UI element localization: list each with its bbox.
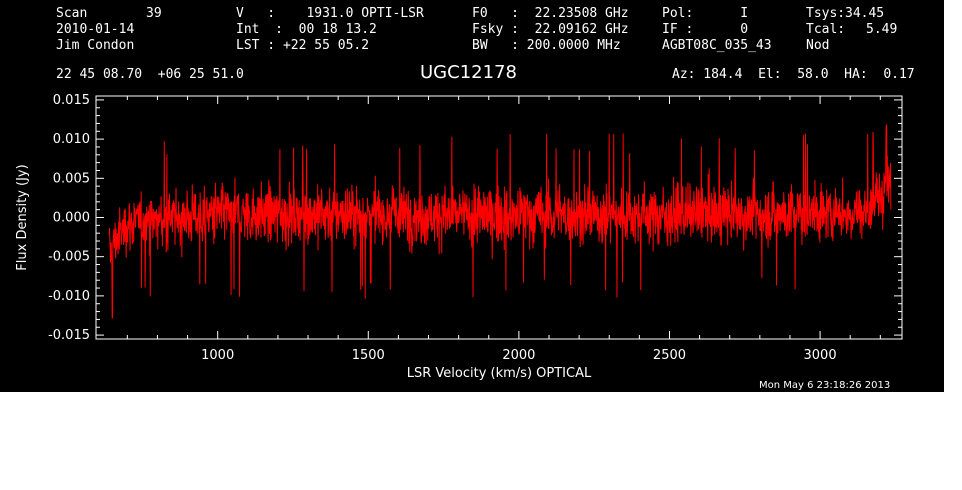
x-axis-label: LSR Velocity (km/s) OPTICAL: [407, 366, 592, 381]
scan-label: Scan: [56, 6, 88, 21]
velocity-line: V : 1931.0 OPTI-LSR: [236, 6, 424, 21]
spectrum-chart: 1000 1500 2000 2500 3000 -0.015 -0.010 -0.005 0.…: [15, 93, 903, 381]
project-id: AGBT08C_035_43: [662, 38, 772, 53]
tsys-label: Tsys:: [806, 6, 846, 21]
scan-number: 39: [146, 6, 162, 21]
y-tick-label: 0.015: [53, 93, 90, 108]
y-tick-label: 0.010: [53, 132, 90, 147]
y-tick-label: -0.015: [48, 328, 90, 343]
nod-label: Nod: [806, 38, 830, 53]
source-coordinates: 22 45 08.70 +06 25 51.0: [56, 67, 244, 82]
az-el-ha: Az: 184.4 El: 58.0 HA: 0.17: [672, 67, 915, 82]
y-tick-label: -0.005: [48, 250, 90, 265]
y-tick-label: 0.000: [53, 211, 90, 226]
timestamp: Mon May 6 23:18:26 2013: [759, 380, 891, 391]
bandwidth-line: BW : 200.0000 MHz: [472, 38, 621, 53]
integration-line: Int : 00 18 13.2: [236, 22, 377, 37]
rest-freq-line: F0 : 22.23508 GHz: [472, 6, 629, 21]
obs-date: 2010-01-14: [56, 22, 135, 37]
if-line: IF : 0: [662, 22, 749, 37]
lst-line: LST : +22 55 05.2: [236, 38, 370, 53]
x-tick-label: 1000: [201, 348, 234, 363]
plot-panel: Scan 39 2010-01-14 Jim Condon V : 1931.0…: [0, 0, 944, 392]
sky-freq-line: Fsky : 22.09162 GHz: [472, 22, 629, 37]
x-tick-label: 1500: [352, 348, 385, 363]
y-axis-label: Flux Density (Jy): [15, 164, 30, 270]
y-tick-label: -0.010: [48, 289, 90, 304]
x-tick-label: 2500: [653, 348, 686, 363]
observer-name: Jim Condon: [56, 38, 135, 53]
spectrum-line: [108, 124, 892, 319]
tcal-label: Tcal:: [806, 22, 846, 37]
tsys-value: 34.45: [845, 6, 885, 21]
polarization-line: Pol: I: [662, 6, 749, 21]
tcal-value: 5.49: [866, 22, 898, 37]
x-tick-label: 2000: [502, 348, 535, 363]
x-tick-label: 3000: [804, 348, 837, 363]
y-tick-label: 0.005: [53, 171, 90, 186]
source-name: UGC12178: [420, 62, 517, 83]
